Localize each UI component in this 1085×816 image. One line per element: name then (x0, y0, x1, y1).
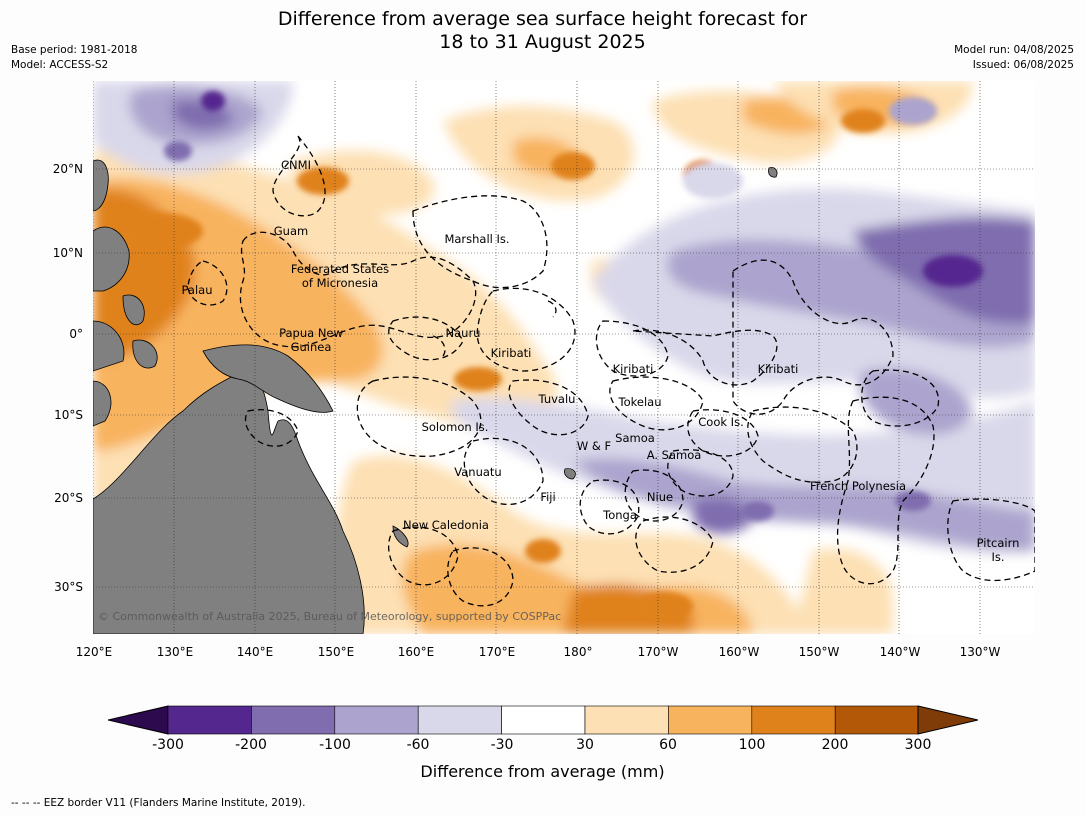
model-name: Model: ACCESS-S2 (11, 59, 109, 71)
colorbar-tick: 60 (659, 737, 677, 753)
label-american-samoa: A. Samoa (646, 448, 702, 462)
map-title: Difference from average sea surface heig… (0, 8, 1085, 54)
colorbar-bin-7 (668, 705, 753, 735)
lon-tick-120e: 120°E (75, 645, 113, 659)
colorbar-tick: 30 (576, 737, 594, 753)
label-fiji: Fiji (540, 490, 556, 504)
colorbar-label: Difference from average (mm) (420, 762, 665, 781)
model-run: Model run: 04/08/2025 (954, 44, 1074, 56)
lon-tick-180: 180° (563, 645, 593, 659)
label-kiribati-east: Kiribati (757, 362, 799, 376)
label-solomon-islands: Solomon Is. (421, 420, 489, 434)
colorbar-bin-3 (334, 705, 419, 735)
colorbar-tick: 200 (821, 737, 849, 753)
lon-tick-130e: 130°E (156, 645, 194, 659)
lon-tick-130w: 130°W (959, 645, 1001, 659)
lon-tick-170w: 170°W (637, 645, 679, 659)
base-period: Base period: 1981-2018 (11, 44, 138, 56)
colorbar-tick: -200 (235, 737, 267, 753)
colorbar-tick: -60 (406, 737, 430, 753)
label-png-line1: Papua New (279, 326, 343, 340)
label-tonga: Tonga (603, 508, 637, 522)
label-cnmi: CNMI (281, 158, 311, 172)
label-marshall-islands: Marshall Is. (444, 232, 510, 246)
lon-tick-140e: 140°E (236, 645, 274, 659)
colorbar-tick: 300 (904, 737, 932, 753)
graticule (93, 81, 1035, 634)
colorbar-bin-4 (417, 705, 502, 735)
colorbar-bin-6 (584, 705, 669, 735)
label-kiribati-central: Kiribati (612, 362, 654, 376)
label-palau: Palau (181, 283, 213, 297)
eez-footnote: -- -- -- EEZ border V11 (Flanders Marine… (11, 797, 306, 809)
label-vanuatu: Vanuatu (454, 465, 502, 479)
copyright-notice: © Commonwealth of Australia 2025, Bureau… (98, 610, 562, 623)
lon-tick-170e: 170°E (478, 645, 516, 659)
lat-tick-20n: 20°N (52, 162, 83, 176)
lon-tick-160e: 160°E (397, 645, 435, 659)
issued-date: Issued: 06/08/2025 (972, 59, 1074, 71)
label-kiribati-west: Kiribati (490, 346, 532, 360)
lat-tick-20s: 20°S (54, 491, 83, 505)
colorbar-bin-9 (834, 705, 919, 735)
lon-tick-140w: 140°W (879, 645, 921, 659)
base-info: Base period: 1981-2018 Model: ACCESS-S2 (11, 43, 137, 73)
forecast-map[interactable]: CNMI Guam Marshall Is. Federated States … (93, 81, 1035, 634)
label-fsm: Federated States of Micronesia (291, 262, 389, 290)
title-line-1: Difference from average sea surface heig… (277, 8, 808, 30)
lon-tick-150w: 150°W (798, 645, 840, 659)
lat-tick-30s: 30°S (54, 580, 83, 594)
lat-tick-10s: 10°S (54, 408, 83, 422)
colorbar-tick: -100 (319, 737, 351, 753)
label-fsm-line2: of Micronesia (301, 276, 379, 290)
label-pitcairn-line2: Is. (991, 550, 1005, 564)
label-wallis-futuna: W & F (576, 439, 612, 453)
colorbar-extend-low (108, 705, 169, 735)
anomaly-speckles (123, 91, 983, 620)
colorbar-tick: -30 (490, 737, 514, 753)
label-pitcairn: Pitcairn Is. (977, 536, 1020, 564)
lat-tick-0: 0° (69, 327, 83, 341)
colorbar-extend-high (917, 705, 978, 735)
label-niue: Niue (646, 490, 674, 504)
label-png: Papua New Guinea (279, 326, 343, 354)
label-pitcairn-line1: Pitcairn (976, 536, 1020, 550)
colorbar-bin-8 (751, 705, 836, 735)
label-fsm-line1: Federated States (290, 262, 390, 276)
lat-tick-10n: 10°N (52, 246, 83, 260)
label-tuvalu: Tuvalu (538, 392, 576, 406)
colorbar-bin-1 (167, 705, 252, 735)
colorbar (108, 705, 978, 735)
colorbar-bin-2 (251, 705, 336, 735)
label-new-caledonia: New Caledonia (403, 518, 489, 532)
label-nauru: Nauru (445, 326, 481, 340)
label-cook-islands: Cook Is. (698, 415, 744, 429)
landmasses (93, 159, 778, 634)
label-tokelau: Tokelau (618, 395, 662, 409)
eez-borders (187, 135, 1035, 607)
title-line-2: 18 to 31 August 2025 (439, 31, 646, 53)
label-french-polynesia: French Polynesia (809, 479, 907, 493)
colorbar-tick: 100 (738, 737, 766, 753)
run-info: Model run: 04/08/2025 Issued: 06/08/2025 (954, 43, 1074, 73)
label-png-line2: Guinea (290, 340, 332, 354)
label-samoa: Samoa (615, 431, 655, 445)
lon-tick-150e: 150°E (317, 645, 355, 659)
label-guam: Guam (273, 224, 309, 238)
map-canvas (93, 81, 1035, 634)
colorbar-tick: -300 (152, 737, 184, 753)
lon-tick-160w: 160°W (718, 645, 760, 659)
colorbar-bin-5 (501, 705, 586, 735)
